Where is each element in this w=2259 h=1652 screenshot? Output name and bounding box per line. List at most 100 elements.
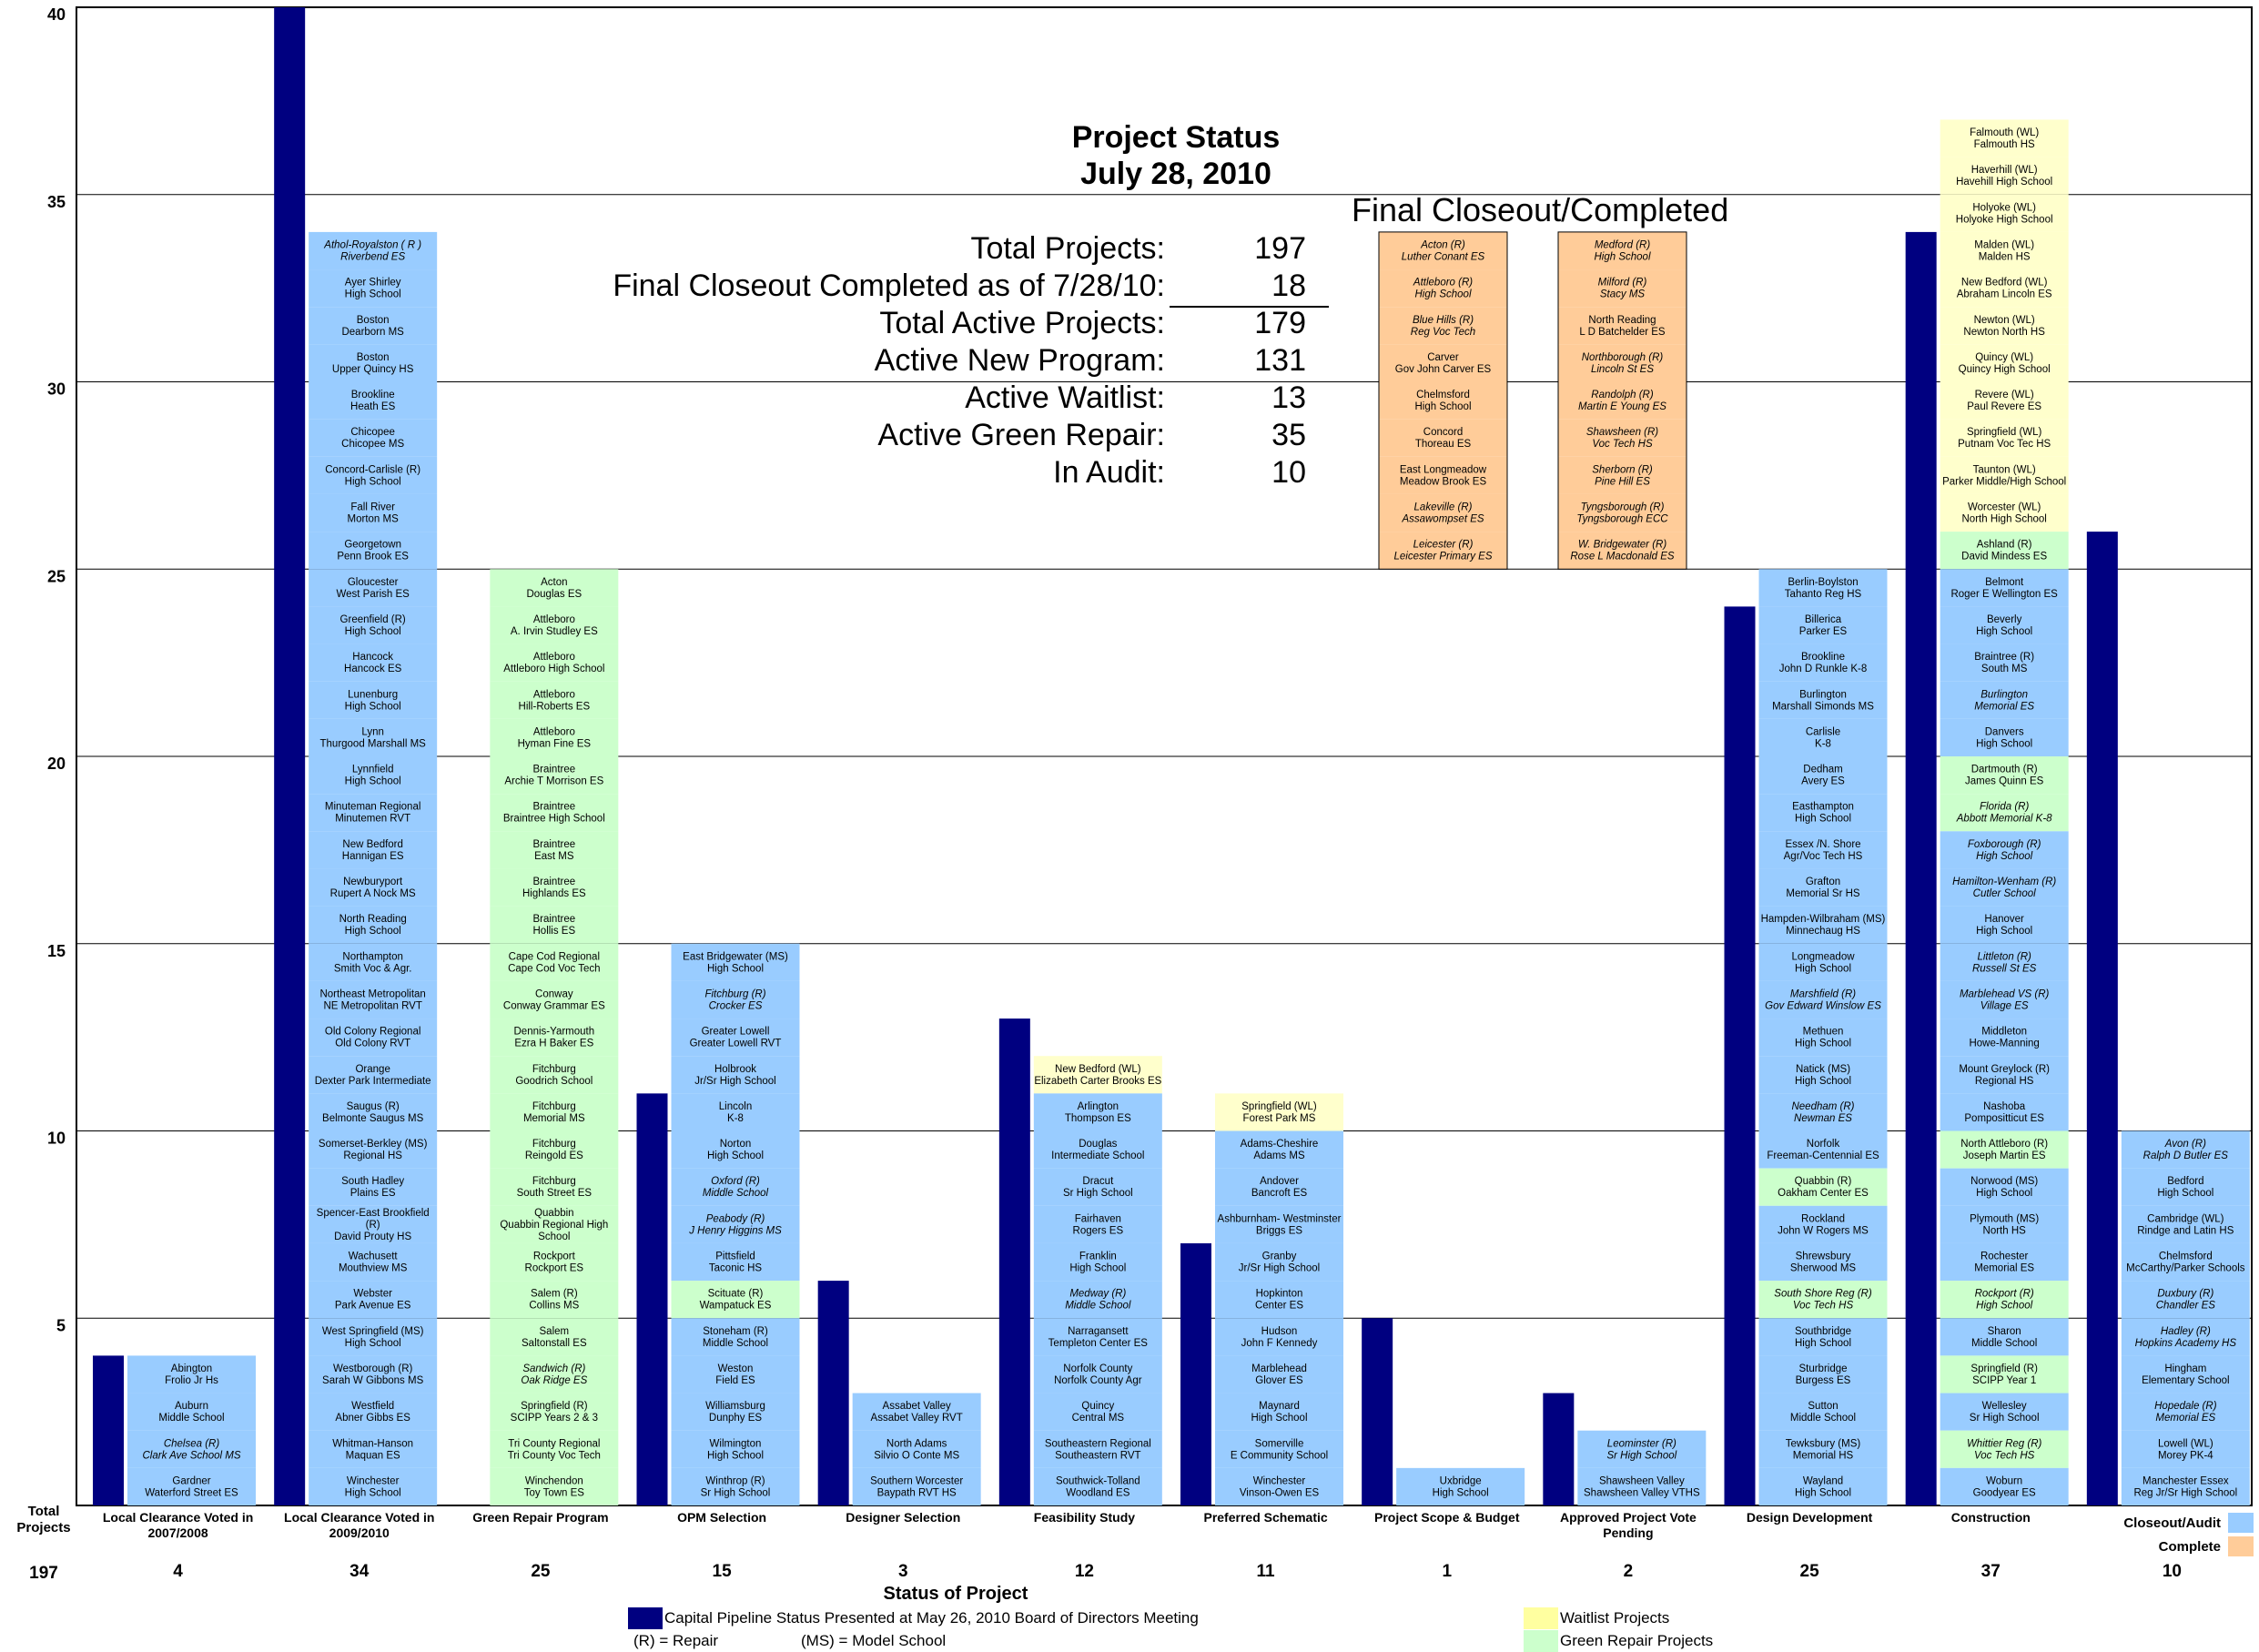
project-label-box [490, 1467, 619, 1505]
project-label: Quincy Central MS [1072, 1401, 1125, 1424]
project-label: West Springfield (MS) High School [322, 1326, 424, 1349]
project-label-box [671, 1467, 800, 1505]
category-total: 15 [713, 1562, 733, 1581]
project-label: Beverly High School [1976, 614, 2032, 637]
closeout-label-box [1379, 456, 1507, 494]
closeout-label: Leicester (R) Leicester Primary ES [1393, 540, 1492, 562]
project-label: Andover Bancroft ES [1251, 1176, 1308, 1199]
project-label: Wilmington High School [707, 1438, 764, 1461]
project-label-box [309, 868, 438, 907]
total-projects-label: Total Projects [16, 1504, 71, 1535]
project-label-box [1215, 1467, 1343, 1505]
project-label: Hanover High School [1976, 914, 2032, 937]
project-label: Rockland John W Rogers MS [1778, 1213, 1869, 1236]
project-label-box [1758, 1355, 1888, 1394]
pipeline-bar [93, 1355, 124, 1505]
project-label-box [671, 1205, 800, 1243]
project-label-box [309, 344, 438, 382]
project-label: Lunenburg High School [345, 689, 401, 712]
project-label: Braintree Archie T Morrison ES [504, 765, 603, 787]
project-label-box [1758, 606, 1888, 644]
project-label: Southeastern Regional Southeastern RVT [1045, 1438, 1151, 1461]
project-label: Middleton Howe-Manning [1969, 1027, 2039, 1049]
project-label: Springfield (R) SCIPP Year 1 [1970, 1363, 2038, 1386]
project-label: Ayer Shirley High School [345, 278, 401, 300]
project-label: Florida (R) Abbott Memorial K-8 [1956, 802, 2052, 825]
project-label-box [671, 1355, 800, 1394]
closeout-label-box [1558, 493, 1687, 532]
project-label: Dennis-Yarmouth Ezra H Baker ES [514, 1027, 595, 1049]
closeout-label: Chelmsford High School [1414, 390, 1471, 412]
closeout-label: Sherborn (R) Pine Hill ES [1592, 464, 1653, 487]
project-label-box [309, 606, 438, 644]
project-label: Boston Upper Quincy HS [332, 352, 414, 375]
project-label: Cambridge (WL) Rindge and Latin HS [2137, 1213, 2234, 1236]
project-label-box [1940, 493, 2069, 532]
pipeline-bar [998, 1019, 1030, 1505]
total-projects-value: 197 [29, 1564, 58, 1583]
project-label: Attleboro Hill-Roberts ES [519, 689, 591, 712]
pipeline-bar [817, 1281, 849, 1505]
project-label: South Hadley Plains ES [341, 1176, 404, 1199]
project-label-box [1033, 1130, 1162, 1169]
closeout-label-box [1379, 307, 1507, 345]
repair-note: (R) = Repair [633, 1632, 719, 1649]
project-label: Weston Field ES [715, 1363, 755, 1386]
project-label-box [490, 1168, 619, 1206]
project-label-box [1758, 569, 1888, 607]
project-label: Dartmouth (R) James Quinn ES [1965, 765, 2044, 787]
project-label-box [1033, 1168, 1162, 1206]
project-label-box [1577, 1467, 1707, 1505]
project-label-box [1940, 906, 2069, 944]
project-label-box [309, 1093, 438, 1131]
project-label-box [1940, 1168, 2069, 1206]
project-label-box [1940, 1467, 2069, 1505]
project-label-box [1940, 231, 2069, 270]
project-label: New Bedford (WL) Abraham Lincoln ES [1957, 278, 2052, 300]
project-label: Southwick-Tolland Woodland ES [1056, 1475, 1140, 1498]
project-label-box [1758, 1393, 1888, 1431]
category-total: 4 [173, 1562, 183, 1581]
project-label-box [1940, 269, 2069, 308]
project-label: Braintree Hollis ES [532, 914, 575, 937]
project-label: Chelsea (R) Clark Ave School MS [142, 1438, 240, 1461]
category-total: 25 [1800, 1562, 1820, 1581]
pipeline-bar [1905, 231, 1937, 1505]
project-label-box [1215, 1242, 1343, 1282]
project-label-box [2121, 1168, 2250, 1206]
project-label: Whittier Reg (R) Voc Tech HS [1967, 1438, 2042, 1461]
project-label-box [671, 1093, 800, 1131]
project-label: Brookline Heath ES [350, 390, 396, 412]
category-total: 37 [1981, 1562, 2001, 1581]
y-tick-label: 20 [47, 755, 66, 773]
project-label: Longmeadow High School [1791, 951, 1855, 974]
closeout-label-box [1379, 344, 1507, 382]
waitlist-legend-label: Waitlist Projects [1560, 1609, 1670, 1627]
project-label: Chelmsford McCarthy/Parker Schools [2126, 1252, 2245, 1274]
project-label: Berlin-Boylston Tahanto Reg HS [1785, 577, 1862, 600]
category-total: 1 [1442, 1562, 1452, 1581]
project-label-box [490, 1056, 619, 1094]
closeout-label: Milford (R) Stacy MS [1598, 278, 1647, 300]
project-label: Marshfield (R) Gov Edward Winslow ES [1765, 988, 1881, 1011]
project-label-box [1758, 681, 1888, 719]
project-label: New Bedford (WL) Elizabeth Carter Brooks … [1034, 1064, 1161, 1087]
project-label-box [1033, 1318, 1162, 1356]
project-label: Winchester High School [345, 1475, 401, 1498]
closeout-label: Carver Gov John Carver ES [1395, 352, 1492, 375]
project-label-box [127, 1393, 256, 1431]
project-label-box [309, 794, 438, 832]
project-label: Winchester Vinson-Owen ES [1240, 1475, 1320, 1498]
project-label-box [1940, 681, 2069, 719]
side-legend-swatch [2228, 1536, 2254, 1556]
project-label: Marblehead VS (R) Village ES [1960, 988, 2050, 1011]
pipeline-bar [1180, 1242, 1211, 1505]
project-label: Fitchburg (R) Crocker ES [704, 988, 765, 1011]
project-label: Newburyport Rupert A Nock MS [330, 877, 416, 899]
project-label-box [1940, 344, 2069, 382]
project-label-box [309, 532, 438, 570]
project-label: Bedford High School [2157, 1176, 2213, 1199]
project-label: Somerville E Community School [1231, 1438, 1328, 1461]
project-label-box [1940, 569, 2069, 607]
